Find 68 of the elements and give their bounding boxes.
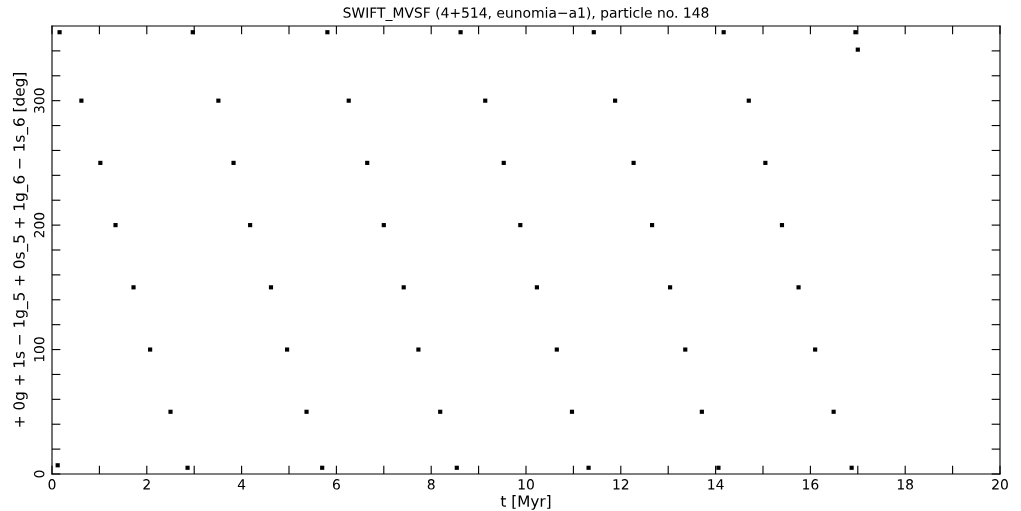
x-tick-label: 8 xyxy=(427,479,435,490)
point xyxy=(746,98,751,103)
point xyxy=(631,160,636,165)
point xyxy=(699,409,704,414)
point xyxy=(268,285,274,290)
x-axis-title: t [Myr] xyxy=(500,495,551,510)
point xyxy=(716,465,721,470)
point xyxy=(721,30,726,35)
point xyxy=(518,223,523,228)
point xyxy=(813,347,818,352)
y-tick-label: 0 xyxy=(33,470,45,478)
point xyxy=(248,223,253,228)
point xyxy=(231,160,236,165)
point xyxy=(401,285,406,290)
x-tick-label: 12 xyxy=(613,479,629,490)
x-tick-label: 18 xyxy=(897,479,914,490)
point xyxy=(668,285,673,290)
y-tick-label: 300 xyxy=(33,88,45,113)
point xyxy=(381,223,386,228)
point xyxy=(831,409,836,414)
x-tick-label: 16 xyxy=(803,479,819,490)
chart-title: SWIFT_MVSF (4+514, eunomia−a1), particle no. 148 xyxy=(343,7,709,21)
point xyxy=(325,30,330,35)
point xyxy=(454,465,459,470)
point xyxy=(458,30,463,35)
point xyxy=(57,30,62,35)
point xyxy=(591,30,596,35)
point xyxy=(855,47,860,52)
point xyxy=(131,285,136,290)
point xyxy=(779,223,785,228)
point xyxy=(98,160,103,165)
x-tick-label: 14 xyxy=(708,479,724,490)
point xyxy=(55,463,60,468)
point xyxy=(216,98,221,103)
x-tick-label: 10 xyxy=(518,479,534,490)
point xyxy=(438,409,443,414)
point xyxy=(185,465,190,470)
y-tick-label: 100 xyxy=(33,337,45,362)
point xyxy=(346,98,351,103)
point xyxy=(483,98,488,103)
point xyxy=(853,30,858,35)
point xyxy=(79,98,84,103)
point xyxy=(849,465,854,470)
point xyxy=(168,409,173,414)
x-tick-label: 20 xyxy=(992,479,1008,490)
point xyxy=(796,285,801,290)
point xyxy=(534,285,539,290)
point xyxy=(586,465,591,470)
point xyxy=(501,160,506,165)
point xyxy=(683,347,688,352)
point xyxy=(320,465,325,470)
point xyxy=(304,409,309,414)
y-axis-title: + 0g + 1s − 1g_5 + 0s_5 + 1g_6 − 1s_6 [deg] xyxy=(12,73,29,427)
point xyxy=(554,347,559,352)
point xyxy=(613,98,618,103)
point xyxy=(650,223,655,228)
point xyxy=(148,347,153,352)
point xyxy=(416,347,421,352)
y-tick-label: 200 xyxy=(33,212,45,238)
point xyxy=(285,347,290,352)
point xyxy=(763,160,768,165)
x-tick-label: 4 xyxy=(237,479,246,490)
point xyxy=(365,160,370,165)
x-tick-label: 6 xyxy=(332,479,340,490)
point xyxy=(569,409,575,414)
point xyxy=(113,223,118,228)
x-tick-label: 0 xyxy=(48,479,56,490)
x-tick-label: 2 xyxy=(143,479,150,490)
